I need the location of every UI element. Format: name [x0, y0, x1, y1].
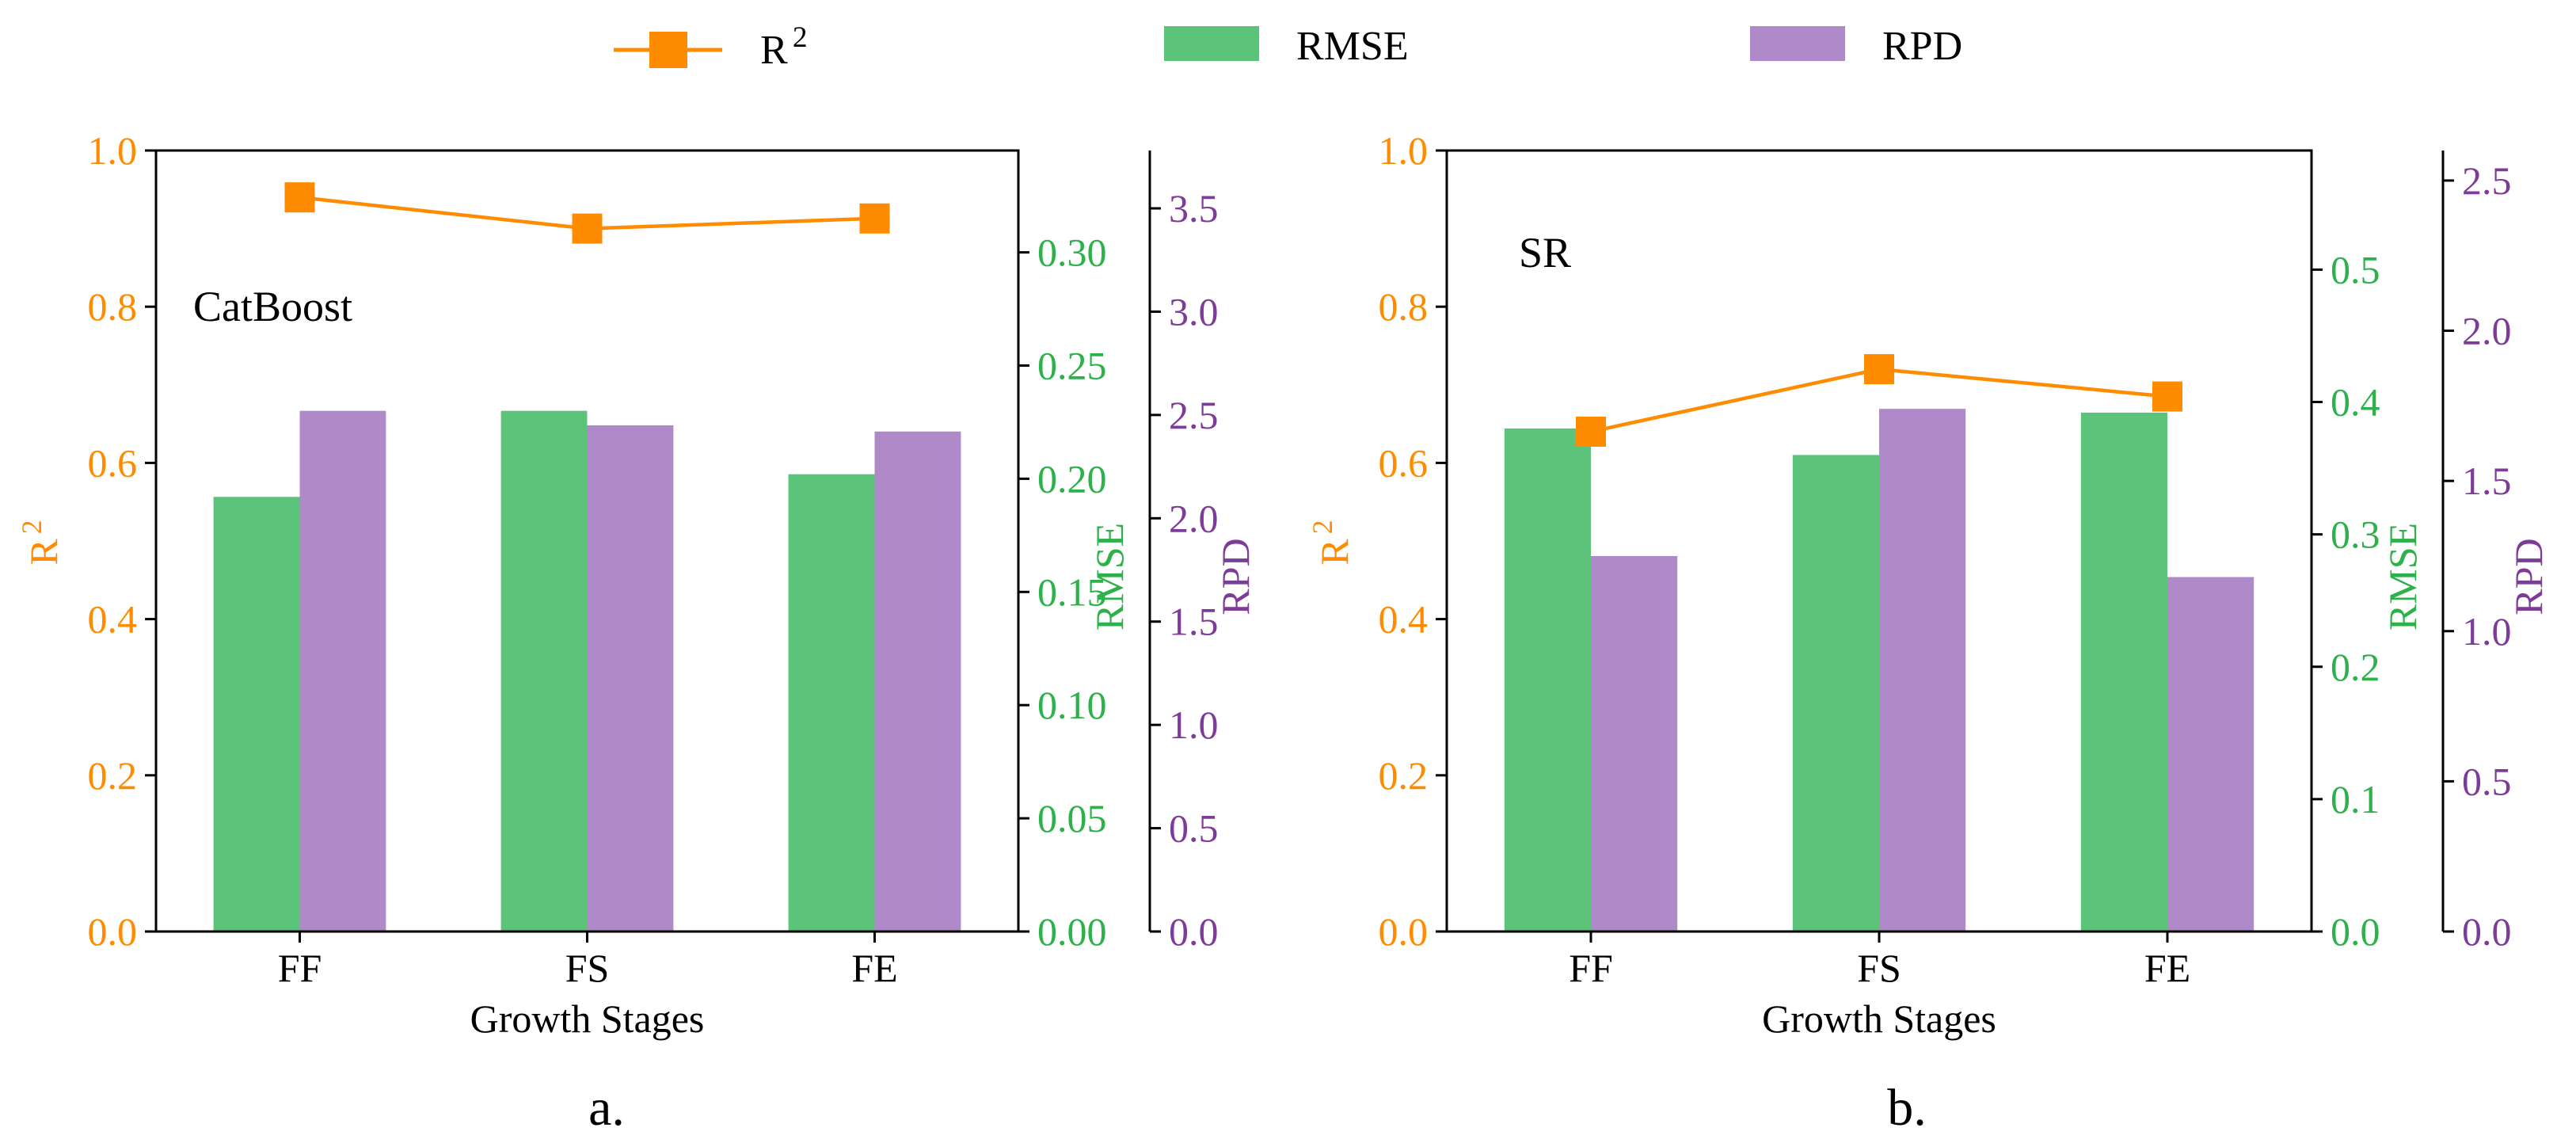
- x-tick-label-fe: FE: [2144, 946, 2190, 990]
- r2-tick-label: 0.4: [88, 597, 138, 642]
- rpd-tick-label: 0.5: [2462, 759, 2512, 803]
- r2-tick-label: 0.8: [88, 284, 138, 329]
- chart-panel-b: 0.0 0.2 0.4 0.6 0.8 1.0 R2 0.0 0.1 0.2 0.3 0.4 0.5 RM…: [1307, 128, 2551, 1137]
- legend-rmse-label: RMSE: [1296, 24, 1409, 69]
- legend-r2-marker: [649, 32, 687, 68]
- rpd-tick-label: 1.0: [1169, 703, 1219, 747]
- model-annotation: CatBoost: [193, 283, 352, 330]
- x-tick-label-ff: FF: [278, 946, 322, 990]
- r2-marker-fe: [859, 203, 890, 234]
- r2-marker-ff: [284, 182, 315, 213]
- rpd-bar-ff: [299, 410, 386, 932]
- r2-tick-label: 1.0: [1379, 128, 1429, 173]
- legend: R 2 RMSE RPD: [614, 21, 1962, 73]
- rmse-bar-ff: [1504, 428, 1591, 932]
- rmse-axis-label: RMSE: [2380, 523, 2425, 631]
- panel-label: b.: [1887, 1079, 1927, 1137]
- model-annotation: SR: [1519, 229, 1571, 276]
- rmse-axis-label: RMSE: [1087, 523, 1132, 631]
- rmse-tick-label: 0.0: [2331, 909, 2380, 954]
- x-axis-label: Growth Stages: [470, 996, 705, 1041]
- rpd-bar-ff: [1591, 555, 1678, 932]
- rpd-tick-label: 1.5: [1169, 600, 1219, 644]
- r2-marker-fe: [2152, 381, 2182, 412]
- rmse-tick-label: 0.4: [2331, 380, 2380, 425]
- r2-tick-label: 0.6: [1379, 440, 1429, 485]
- r2-tick-label: 0.2: [1379, 753, 1429, 798]
- rmse-bar-fe: [2080, 412, 2167, 932]
- rpd-tick-label: 2.0: [1169, 496, 1219, 540]
- r2-tick-label: 0.4: [1379, 597, 1429, 642]
- x-tick-label-fs: FS: [565, 946, 610, 990]
- legend-rpd-label: RPD: [1882, 24, 1962, 69]
- rmse-tick-label: 0.3: [2331, 512, 2380, 557]
- rmse-bar-fs: [1792, 455, 1879, 932]
- legend-rpd-swatch: [1750, 26, 1845, 61]
- rmse-bar-ff: [213, 497, 300, 932]
- rpd-tick-label: 0.0: [1169, 909, 1219, 954]
- rpd-tick-label: 0.0: [2462, 909, 2512, 954]
- r2-tick-label: 0.0: [1379, 909, 1429, 954]
- rpd-tick-label: 3.0: [1169, 289, 1219, 333]
- r2-marker-fs: [1864, 354, 1894, 385]
- x-tick-label-fs: FS: [1857, 946, 1901, 990]
- rmse-bar-fe: [788, 474, 875, 932]
- rpd-tick-label: 2.5: [2462, 158, 2512, 203]
- rpd-bar-fe: [2167, 577, 2254, 932]
- rmse-tick-label: 0.15: [1037, 570, 1107, 614]
- r2-tick-label: 0.2: [88, 753, 138, 798]
- rpd-tick-label: 1.5: [2462, 459, 2512, 503]
- r2-tick-label: 0.8: [1379, 284, 1429, 329]
- rmse-tick-label: 0.00: [1037, 909, 1107, 954]
- rmse-bar-fs: [500, 410, 588, 932]
- panel-label: a.: [588, 1079, 625, 1137]
- rmse-tick-label: 0.2: [2331, 645, 2380, 689]
- x-tick-label-fe: FE: [851, 946, 897, 990]
- x-axis-label: Growth Stages: [1762, 996, 1996, 1041]
- x-tick-label-ff: FF: [1569, 946, 1613, 990]
- r2-tick-label: 0.6: [88, 440, 138, 485]
- rmse-tick-label: 0.1: [2331, 777, 2380, 821]
- r2-tick-label: 1.0: [88, 128, 138, 173]
- rpd-axis-label: RPD: [2506, 538, 2551, 615]
- rmse-tick-label: 0.30: [1037, 231, 1107, 275]
- rpd-tick-label: 1.0: [2462, 609, 2512, 653]
- r2-marker-ff: [1576, 416, 1606, 447]
- rmse-tick-label: 0.25: [1037, 344, 1107, 388]
- rmse-tick-label: 0.5: [2331, 247, 2380, 291]
- rpd-tick-label: 2.5: [1169, 393, 1219, 437]
- legend-rmse-swatch: [1164, 26, 1259, 61]
- rpd-tick-label: 2.0: [2462, 309, 2512, 353]
- r2-tick-label: 0.0: [88, 909, 138, 954]
- rpd-bar-fs: [587, 425, 674, 932]
- rmse-tick-label: 0.20: [1037, 456, 1107, 501]
- rmse-tick-label: 0.05: [1037, 796, 1107, 840]
- rpd-bar-fe: [874, 431, 961, 932]
- r2-axis-label: R2: [1307, 520, 1356, 565]
- chart-panel-a: 0.0 0.2 0.4 0.6 0.8 1.0 R2 0.00 0.05 0.10 0.15 0.20…: [16, 128, 1258, 1137]
- rpd-axis-label: RPD: [1213, 538, 1258, 615]
- r2-marker-fs: [572, 213, 603, 244]
- rpd-tick-label: 0.5: [1169, 806, 1219, 851]
- rmse-tick-label: 0.10: [1037, 683, 1107, 727]
- rpd-bar-fs: [1879, 409, 1966, 932]
- r2-axis-label: R2: [16, 520, 66, 565]
- rpd-tick-label: 3.5: [1169, 186, 1219, 231]
